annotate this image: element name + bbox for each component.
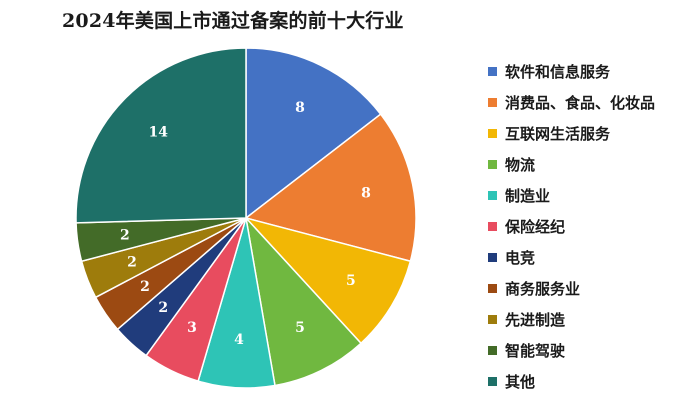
legend-label: 其他	[505, 373, 536, 391]
legend-label: 互联网生活服务	[505, 125, 611, 143]
legend-label: 先进制造	[505, 311, 566, 329]
legend-swatch	[488, 191, 497, 200]
slice-value-label-11: 14	[148, 125, 168, 141]
legend-swatch	[488, 253, 497, 262]
legend-label: 物流	[505, 156, 536, 174]
pie-slice-1	[245, 47, 382, 220]
legend-swatch	[488, 67, 497, 76]
slice-value-label-5: 4	[234, 332, 244, 348]
legend-item-9: 先进制造	[488, 304, 698, 335]
slice-value-label-7: 2	[158, 300, 168, 316]
legend-item-10: 智能驾驶	[488, 335, 698, 366]
legend-label: 软件和信息服务	[505, 63, 611, 81]
legend-label: 消费品、食品、化妆品	[505, 94, 656, 112]
legend-label: 保险经纪	[505, 218, 566, 236]
pie-slice-11	[75, 47, 247, 224]
slice-value-label-3: 5	[346, 273, 356, 289]
legend-item-1: 软件和信息服务	[488, 56, 698, 87]
legend-swatch	[488, 284, 497, 293]
legend-item-8: 商务服务业	[488, 273, 698, 304]
legend-label: 智能驾驶	[505, 342, 566, 360]
legend-item-7: 电竞	[488, 242, 698, 273]
legend-swatch	[488, 129, 497, 138]
legend-label: 电竞	[505, 249, 536, 267]
legend-swatch	[488, 222, 497, 231]
chart-title: 2024年美国上市通过备案的前十大行业	[62, 10, 404, 32]
legend-item-5: 制造业	[488, 180, 698, 211]
legend-item-4: 物流	[488, 149, 698, 180]
slice-value-label-1: 8	[295, 100, 305, 116]
pie-slice-2	[244, 113, 417, 263]
slice-value-label-6: 3	[187, 320, 197, 336]
chart-legend: 软件和信息服务消费品、食品、化妆品 互联网生活服务 物流制造业保险经纪电竞商务服务业…	[488, 56, 698, 397]
slice-value-label-8: 2	[140, 279, 150, 295]
legend-label: 制造业	[505, 187, 551, 205]
legend-item-6: 保险经纪	[488, 211, 698, 242]
legend-swatch	[488, 160, 497, 169]
slice-value-label-10: 2	[120, 227, 130, 243]
slice-value-label-9: 2	[127, 254, 137, 270]
legend-item-2: 消费品、食品、化妆品	[488, 87, 698, 118]
legend-swatch	[488, 315, 497, 324]
pie-slice-4	[244, 215, 363, 387]
slice-value-label-4: 5	[295, 320, 305, 336]
legend-item-11: 其他	[488, 366, 698, 397]
pie-slice-3	[243, 216, 412, 345]
legend-swatch	[488, 98, 497, 107]
legend-swatch	[488, 346, 497, 355]
slice-value-label-2: 8	[361, 186, 371, 202]
legend-item-3: 互联网生活服务	[488, 118, 698, 149]
legend-swatch	[488, 377, 497, 386]
legend-label: 商务服务业	[505, 280, 581, 298]
